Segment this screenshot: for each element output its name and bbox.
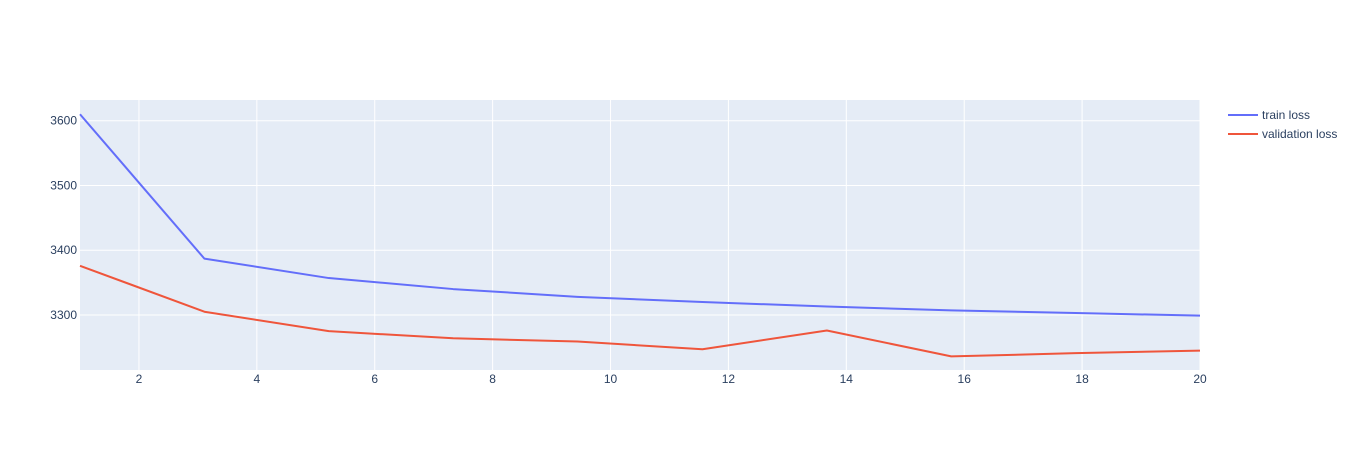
y-tick-label: 3600 [50,114,77,128]
y-tick-label: 3300 [50,308,77,322]
y-tick-label: 3400 [50,243,77,257]
series-line-train-loss [79,113,1201,317]
y-tick-label: 3500 [50,178,77,192]
x-tick-label: 14 [840,372,854,386]
x-tick-label: 16 [958,372,972,386]
x-tick-label: 4 [253,372,260,386]
legend-label: validation loss [1262,127,1337,141]
series-line-validation-loss [79,264,1201,358]
legend[interactable]: train loss validation loss [1228,108,1337,141]
x-axis-ticks: 2 4 6 8 10 12 14 16 18 20 [136,372,1207,386]
plot-area [80,100,1200,370]
x-tick-label: 12 [722,372,736,386]
x-tick-label: 2 [136,372,143,386]
x-tick-label: 18 [1075,372,1089,386]
series-lines [79,113,1201,358]
y-axis-ticks: 3300 3400 3500 3600 [50,114,77,322]
x-tick-label: 20 [1193,372,1207,386]
x-tick-label: 6 [371,372,378,386]
grid-lines [80,100,1201,370]
legend-item-validation-loss[interactable]: validation loss [1228,127,1337,141]
legend-item-train-loss[interactable]: train loss [1228,108,1310,122]
x-tick-label: 10 [604,372,618,386]
legend-label: train loss [1262,108,1310,122]
x-tick-label: 8 [489,372,496,386]
